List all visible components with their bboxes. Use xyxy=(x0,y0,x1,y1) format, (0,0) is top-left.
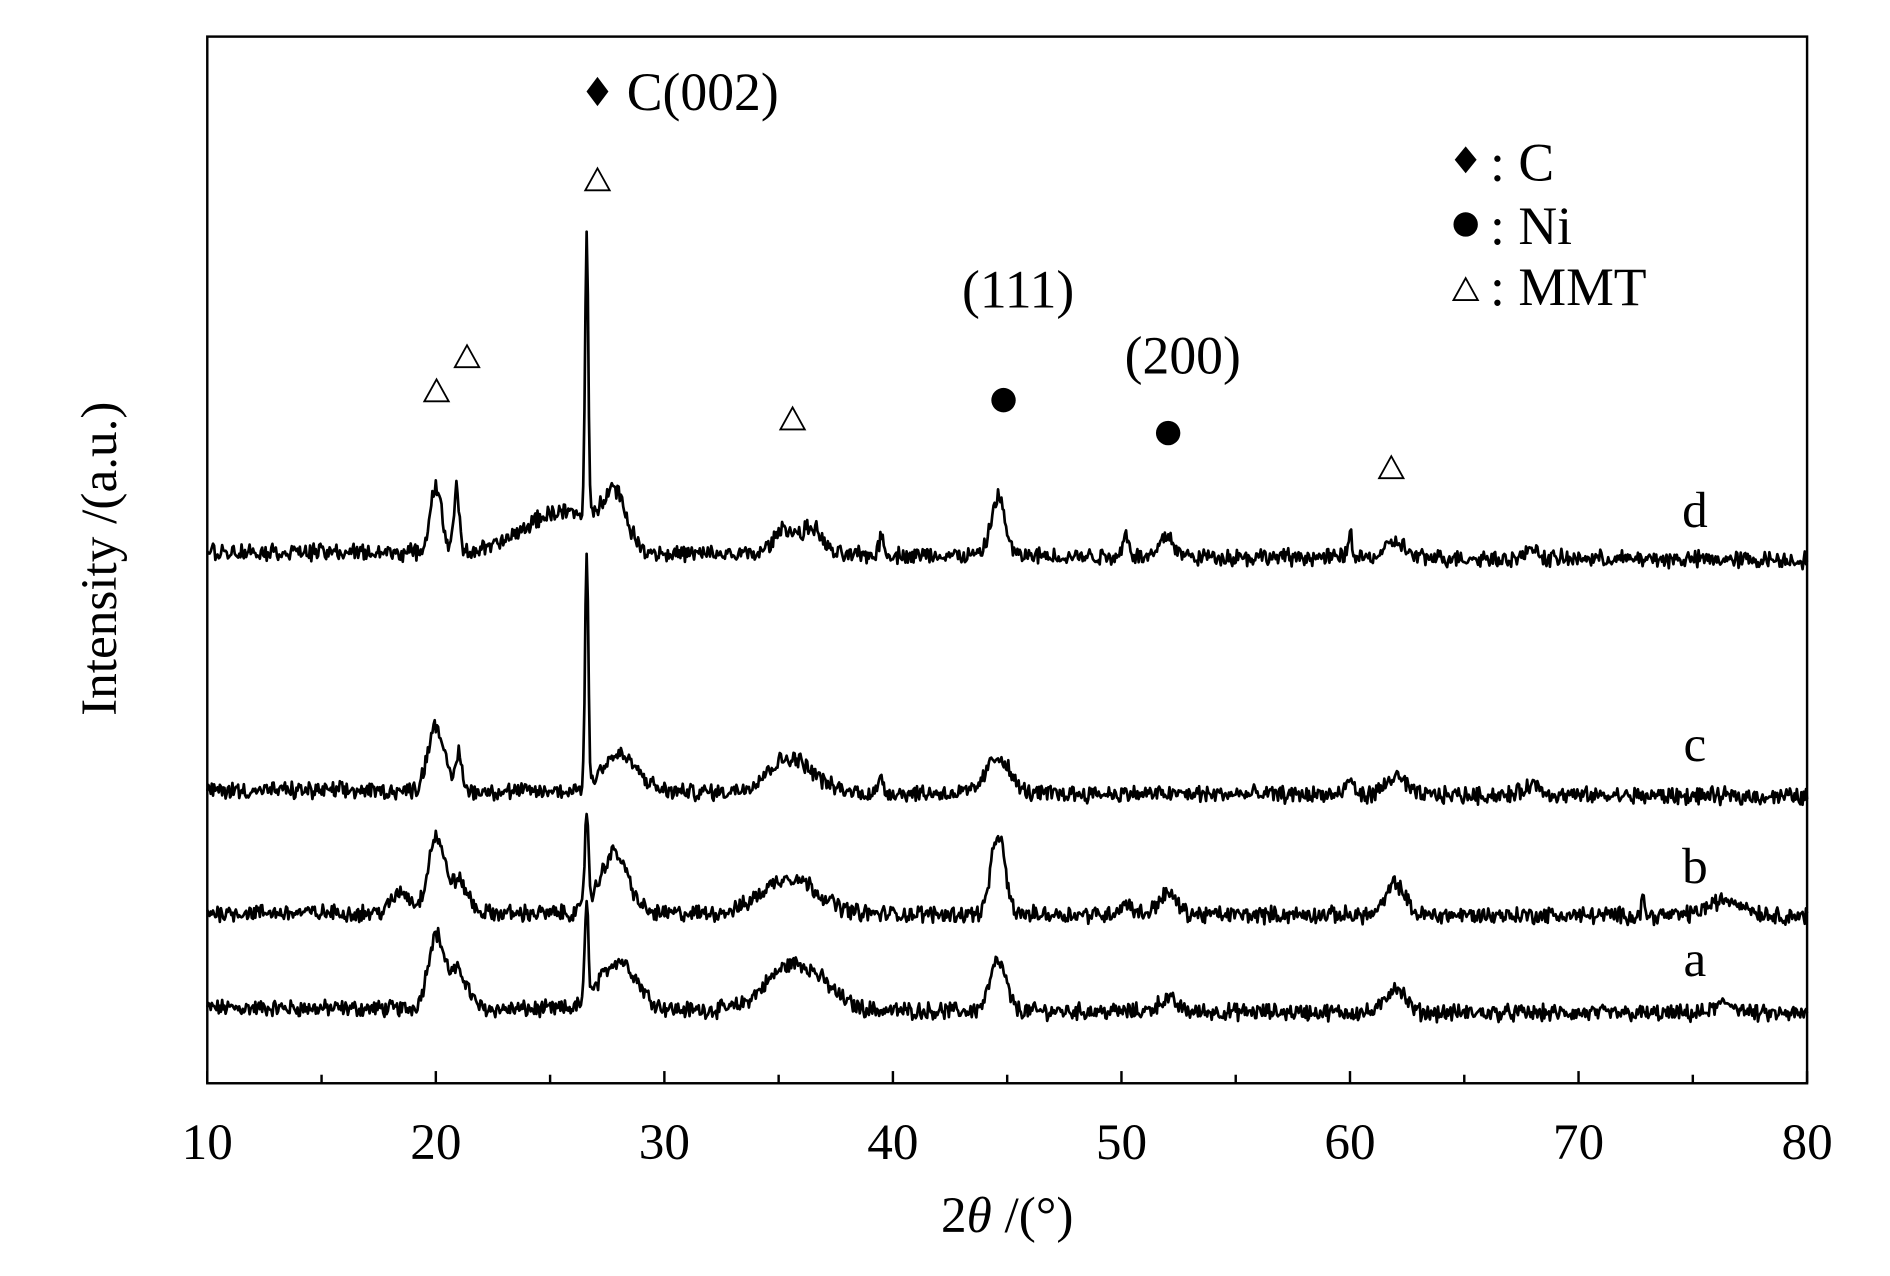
carbon-diamond-marker xyxy=(586,76,609,107)
x-axis-ticks xyxy=(206,1071,1809,1084)
x-axis-label-theta: θ xyxy=(967,1187,992,1244)
y-axis-label: Intensity /(a.u.) xyxy=(71,402,128,716)
x-tick-label: 70 xyxy=(1553,1114,1604,1171)
x-tick-label: 80 xyxy=(1781,1114,1832,1171)
x-tick-label: 20 xyxy=(410,1114,461,1171)
legend: : C : Ni : MMT xyxy=(1451,133,1647,317)
mmt-triangle-marker xyxy=(778,405,807,431)
series-label-b: b xyxy=(1682,838,1708,895)
x-axis-label: 2θ /(°) xyxy=(941,1187,1073,1244)
x-axis-label-prefix: 2 xyxy=(941,1187,967,1244)
x-tick-label: 60 xyxy=(1324,1114,1375,1171)
series-label-a: a xyxy=(1684,931,1707,988)
x-tick-label: 30 xyxy=(639,1114,690,1171)
mmt-triangle-marker xyxy=(453,343,481,369)
x-axis-tick-labels: 10 20 30 40 50 60 70 80 xyxy=(182,1114,1833,1171)
ni-111-label: (111) xyxy=(962,259,1074,319)
mmt-triangle-marker xyxy=(1377,454,1406,480)
series-group xyxy=(205,230,1809,1024)
series-line-a xyxy=(205,899,1809,1024)
ni-circle-marker xyxy=(991,387,1016,413)
ni-circle-marker xyxy=(1155,420,1181,446)
series-line-d xyxy=(206,230,1809,571)
mmt-triangle-marker xyxy=(422,377,451,403)
series-line-b xyxy=(206,812,1809,927)
mmt-triangle-marker xyxy=(583,166,612,192)
legend-label-ni: : Ni xyxy=(1490,196,1572,256)
series-label-d: d xyxy=(1682,482,1708,539)
phase-markers xyxy=(422,166,1406,480)
legend-diamond-icon xyxy=(1454,146,1477,174)
x-tick-label: 50 xyxy=(1096,1114,1147,1171)
legend-triangle-icon xyxy=(1451,276,1480,302)
x-tick-label: 10 xyxy=(182,1114,233,1171)
ni-200-label: (200) xyxy=(1125,325,1241,385)
series-line-c xyxy=(205,552,1809,807)
x-tick-label: 40 xyxy=(867,1114,918,1171)
legend-label-c: : C xyxy=(1490,133,1554,193)
plot-frame xyxy=(206,35,1809,1085)
legend-label-mmt: : MMT xyxy=(1490,257,1646,317)
x-axis-label-unit: /(°) xyxy=(992,1187,1074,1244)
c002-label: C(002) xyxy=(627,62,779,122)
legend-circle-icon xyxy=(1453,212,1478,237)
series-label-c: c xyxy=(1684,716,1707,773)
